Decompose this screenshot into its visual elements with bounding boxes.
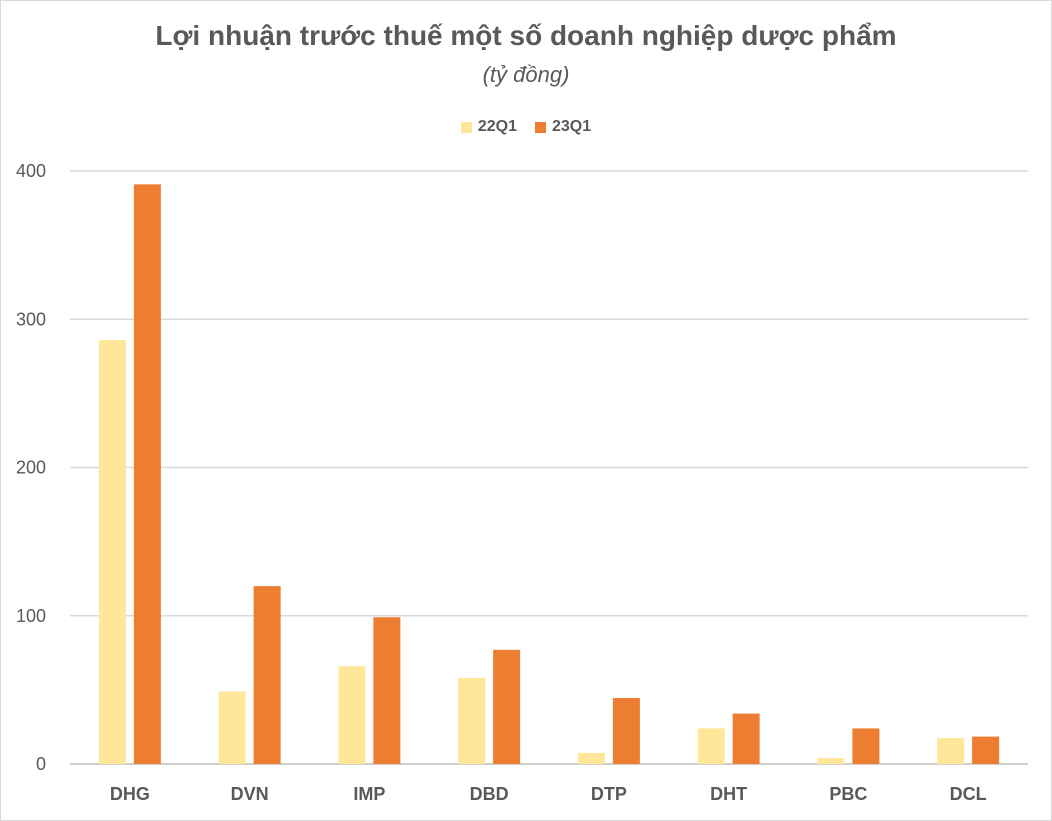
bar-22q1-dcl [937,738,965,764]
bar-23q1-dcl [972,736,1000,764]
x-tick-label: DBD [470,784,509,804]
bar-22q1-imp [338,666,366,764]
bar-22q1-dvn [218,691,246,764]
legend-swatch-23q1 [535,121,546,133]
chart-subtitle: (tỷ đồng) [482,62,570,87]
bar-23q1-dht [732,713,760,764]
bar-23q1-imp [373,617,401,764]
x-tick-label: DVN [231,784,269,804]
bar-23q1-dtp [612,698,640,764]
y-tick-label: 0 [36,754,46,774]
bar-22q1-dbd [458,678,486,764]
legend-label-22q1: 22Q1 [477,118,517,135]
legend-item-23q1: 23Q1 [535,118,591,136]
legend-item-22q1: 22Q1 [460,118,517,136]
legend-swatch-22q1 [460,121,472,133]
x-tick-label: DHT [710,784,747,804]
chart-title: Lợi nhuận trước thuế một số doanh nghiệp… [155,20,897,51]
x-tick-label: DCL [950,784,987,804]
bar-23q1-dvn [253,586,281,764]
y-tick-label: 100 [16,606,46,626]
y-tick-label: 300 [16,309,46,329]
legend-label-23q1: 23Q1 [552,118,592,135]
bar-23q1-pbc [852,728,880,764]
bar-22q1-dht [697,728,725,764]
bar-22q1-dtp [577,752,605,764]
x-tick-label: DTP [591,784,627,804]
bar-23q1-dhg [133,184,161,764]
bar-22q1-pbc [817,758,845,764]
bar-23q1-dbd [493,649,521,764]
y-tick-label: 200 [16,458,46,478]
y-tick-label: 400 [16,161,46,181]
x-tick-label: DHG [110,784,150,804]
chart-legend: 22Q1 23Q1 [0,118,1052,136]
x-tick-label: IMP [353,784,385,804]
bar-22q1-dhg [98,340,126,764]
x-tick-label: PBC [829,784,867,804]
